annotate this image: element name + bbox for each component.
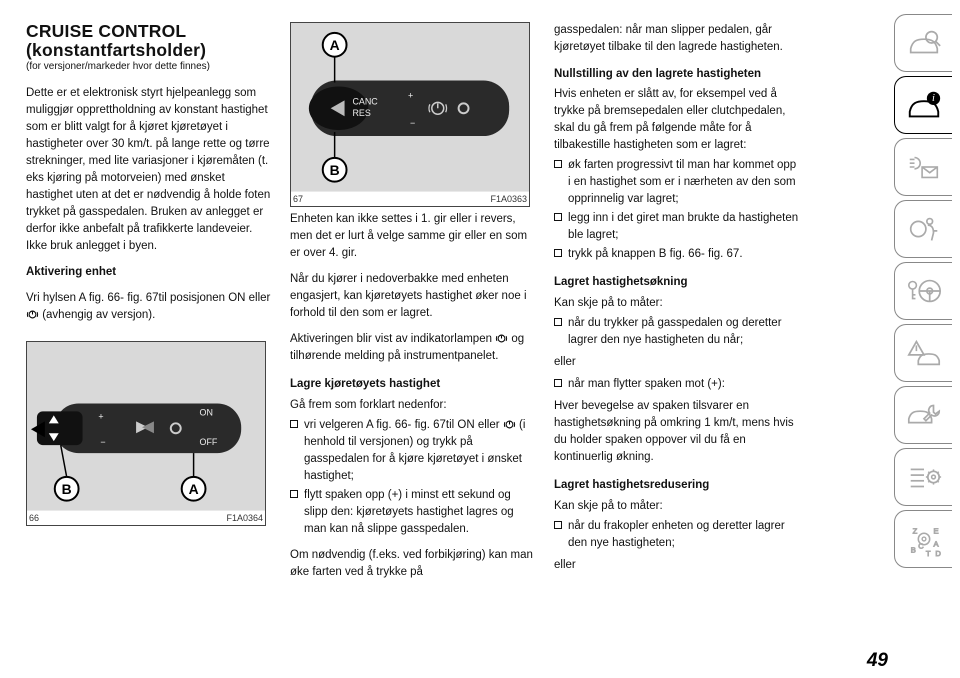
body-paragraph: eller bbox=[554, 354, 800, 371]
tab-lights-mail-icon bbox=[894, 138, 952, 196]
svg-text:B: B bbox=[330, 162, 340, 178]
text-column-3: gasspedalen: når man slipper pedalen, gå… bbox=[554, 22, 800, 672]
body-paragraph: Kan skje på to måter: bbox=[554, 498, 800, 515]
sub-heading: Lagre kjøretøyets hastighet bbox=[290, 376, 536, 393]
tab-airbag-icon bbox=[894, 200, 952, 258]
figure-caption-row: 67 F1A0363 bbox=[291, 192, 529, 206]
body-paragraph: Hvis enheten er slått av, for eksempel v… bbox=[554, 86, 800, 154]
figure-66: + − ON OFF A B bbox=[26, 341, 266, 526]
body-paragraph: Hver bevegelse av spaken tilsvarer en ha… bbox=[554, 398, 800, 466]
chapter-tab-sidebar: i ZEBADTC bbox=[894, 0, 960, 678]
sub-heading: Aktivering enhet bbox=[26, 264, 272, 281]
svg-text:−: − bbox=[410, 118, 415, 128]
cruise-symbol-icon bbox=[503, 419, 516, 430]
svg-text:B: B bbox=[910, 545, 915, 554]
svg-text:+: + bbox=[98, 412, 103, 422]
body-paragraph: Gå frem som forklart nedenfor: bbox=[290, 397, 536, 414]
text-column-1: CRUISE CONTROL (konstantfartsholder) (fo… bbox=[26, 22, 272, 672]
sub-heading: Nullstilling av den lagrete hastigheten bbox=[554, 67, 800, 82]
svg-text:T: T bbox=[925, 549, 930, 558]
tab-car-wrench-icon bbox=[894, 386, 952, 444]
bullet-square-icon bbox=[554, 249, 562, 257]
svg-text:ON: ON bbox=[200, 408, 213, 418]
text-column-2: CANC RES + − A bbox=[290, 22, 536, 672]
bullet-item: flytt spaken opp (+) i minst ett sekund … bbox=[290, 487, 536, 538]
svg-text:Z: Z bbox=[912, 526, 917, 535]
bullet-item: legg inn i det giret man brukte da hasti… bbox=[554, 210, 800, 244]
svg-text:A: A bbox=[330, 37, 340, 53]
sub-heading: Lagret hastighetsøkning bbox=[554, 274, 800, 291]
body-paragraph: Enheten kan ikke settes i 1. gir eller i… bbox=[290, 211, 536, 262]
bullet-item: når du trykker på gasspedalen og derette… bbox=[554, 315, 800, 349]
body-paragraph: Kan skje på to måter: bbox=[554, 295, 800, 312]
tab-warning-car-icon bbox=[894, 324, 952, 382]
bullet-square-icon bbox=[290, 420, 298, 428]
bullet-square-icon bbox=[554, 318, 562, 326]
cruise-symbol-icon bbox=[495, 333, 508, 344]
bullet-square-icon bbox=[554, 160, 562, 168]
tab-car-search-icon bbox=[894, 14, 952, 72]
section-title: CRUISE CONTROL (konstantfartsholder) bbox=[26, 22, 272, 59]
body-paragraph: Når du kjører i nedoverbakke med enheten… bbox=[290, 271, 536, 322]
figure-ref: F1A0363 bbox=[490, 193, 527, 206]
svg-text:OFF: OFF bbox=[200, 438, 218, 448]
bullet-square-icon bbox=[554, 379, 562, 387]
svg-text:A: A bbox=[189, 481, 199, 497]
svg-text:A: A bbox=[933, 540, 939, 549]
tab-steering-key-icon bbox=[894, 262, 952, 320]
svg-text:B: B bbox=[62, 481, 72, 497]
body-paragraph: Vri hylsen A fig. 66- fig. 67til posisjo… bbox=[26, 290, 272, 324]
figure-number: 67 bbox=[293, 193, 303, 206]
bullet-item: vri velgeren A fig. 66- fig. 67til ON el… bbox=[290, 417, 536, 485]
body-paragraph: Aktiveringen blir vist av indikatorlampe… bbox=[290, 331, 536, 365]
sub-heading: Lagret hastighetsredusering bbox=[554, 477, 800, 494]
bullet-square-icon bbox=[290, 490, 298, 498]
figure-67: CANC RES + − A bbox=[290, 22, 530, 207]
svg-text:+: + bbox=[408, 90, 413, 100]
svg-text:E: E bbox=[933, 526, 938, 535]
body-paragraph: Om nødvendig (f.eks. ved forbikjøring) k… bbox=[290, 547, 536, 581]
body-paragraph: Dette er et elektronisk styrt hjelpeanle… bbox=[26, 85, 272, 255]
svg-text:D: D bbox=[935, 549, 941, 558]
bullet-item: øk farten progressivt til man har kommet… bbox=[554, 157, 800, 208]
bullet-item: trykk på knappen B fig. 66- fig. 67. bbox=[554, 246, 800, 263]
bullet-item: når man flytter spaken mot (+): bbox=[554, 376, 800, 393]
figure-number: 66 bbox=[29, 512, 39, 525]
svg-text:−: − bbox=[100, 438, 105, 448]
bullet-square-icon bbox=[554, 521, 562, 529]
page-number: 49 bbox=[867, 650, 888, 672]
tab-car-info-icon: i bbox=[894, 76, 952, 134]
tab-gear-letters-icon: ZEBADTC bbox=[894, 510, 952, 568]
tab-list-gear-icon bbox=[894, 448, 952, 506]
section-subtitle: (for versjoner/markeder hvor dette finne… bbox=[26, 60, 272, 75]
body-paragraph: eller bbox=[554, 557, 800, 574]
bullet-square-icon bbox=[554, 213, 562, 221]
body-paragraph: gasspedalen: når man slipper pedalen, gå… bbox=[554, 22, 800, 56]
svg-text:RES: RES bbox=[352, 108, 370, 118]
bullet-item: når du frakopler enheten og deretter lag… bbox=[554, 518, 800, 552]
figure-caption-row: 66 F1A0364 bbox=[27, 511, 265, 525]
figure-ref: F1A0364 bbox=[226, 512, 263, 525]
svg-text:i: i bbox=[932, 93, 935, 104]
cruise-symbol-icon bbox=[26, 309, 39, 320]
svg-text:CANC: CANC bbox=[352, 96, 378, 106]
